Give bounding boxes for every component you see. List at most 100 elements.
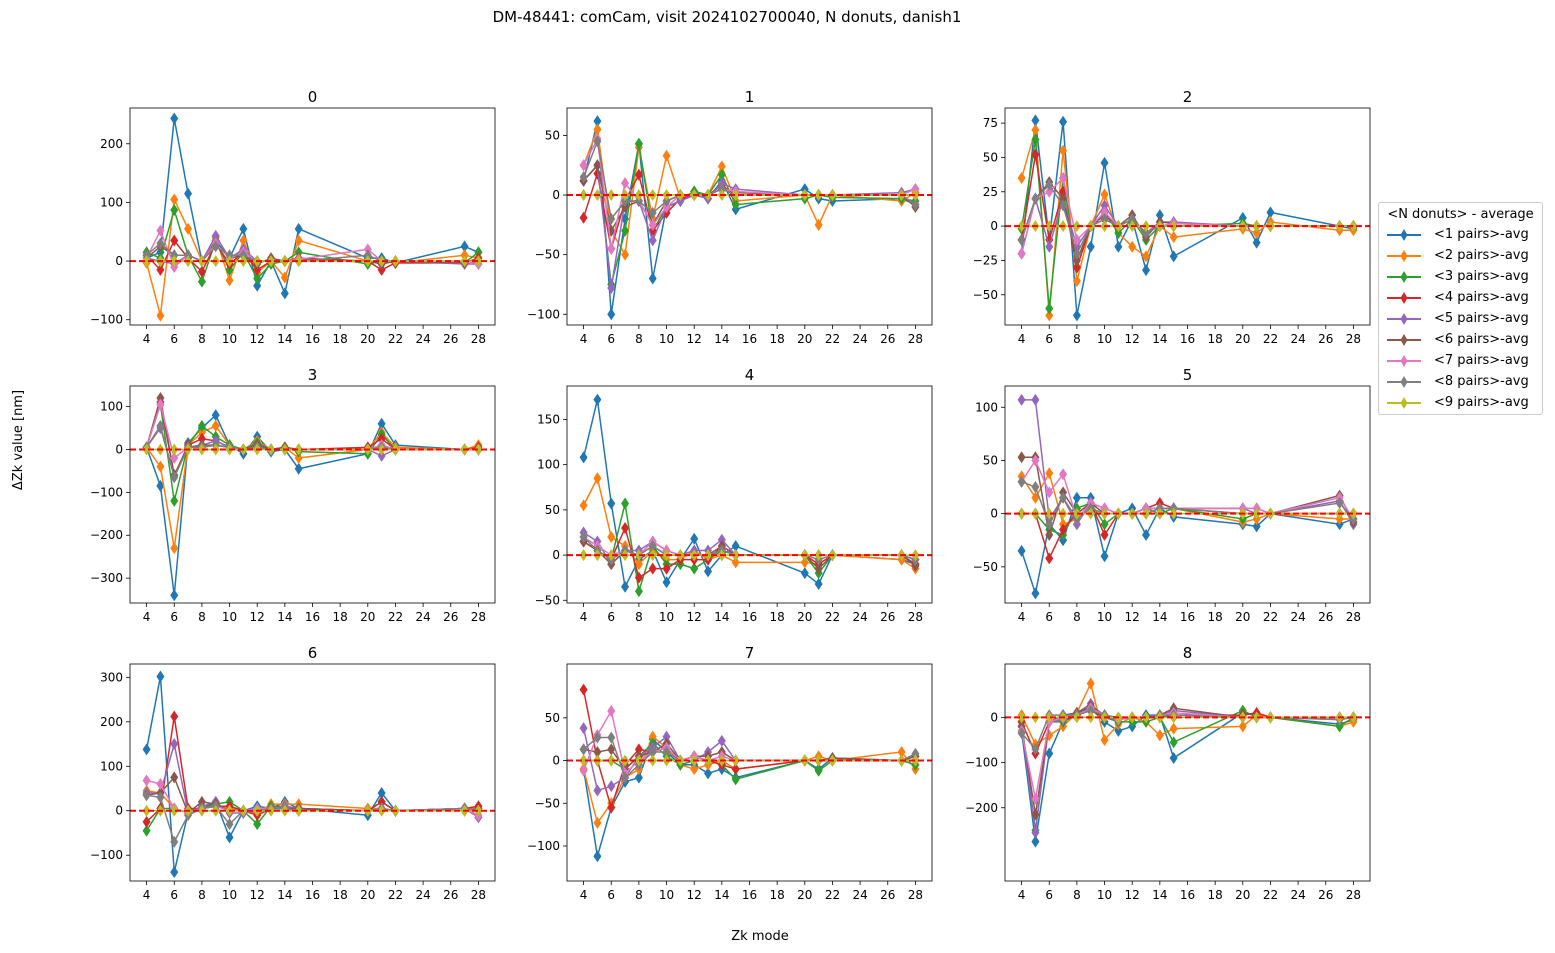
data-point bbox=[593, 745, 602, 758]
data-point bbox=[704, 767, 713, 780]
data-point bbox=[579, 764, 588, 777]
x-tick-label: 22 bbox=[825, 332, 840, 346]
legend-item: <7 pairs>-avg bbox=[1379, 350, 1542, 371]
legend-item: <9 pairs>-avg bbox=[1379, 392, 1542, 413]
data-point bbox=[648, 562, 657, 575]
data-point bbox=[1059, 523, 1068, 536]
data-point bbox=[1059, 115, 1068, 128]
data-point bbox=[1017, 247, 1026, 260]
x-tick-label: 16 bbox=[305, 888, 320, 902]
data-point bbox=[267, 443, 276, 456]
x-tick-label: 10 bbox=[659, 610, 674, 624]
data-point bbox=[197, 432, 206, 445]
data-point bbox=[1086, 240, 1095, 253]
legend-item: <4 pairs>-avg bbox=[1379, 287, 1542, 308]
data-point bbox=[634, 585, 643, 598]
data-point bbox=[648, 540, 657, 553]
data-point bbox=[170, 471, 179, 484]
data-point bbox=[911, 747, 920, 760]
x-tick-label: 4 bbox=[580, 332, 588, 346]
x-tick-label: 12 bbox=[1125, 332, 1140, 346]
x-tick-label: 16 bbox=[305, 610, 320, 624]
data-point bbox=[170, 835, 179, 848]
legend-swatch-icon bbox=[1387, 333, 1421, 346]
x-tick-label: 6 bbox=[1045, 610, 1053, 624]
plot-area bbox=[130, 112, 495, 322]
data-point bbox=[1100, 550, 1109, 563]
legend-label: <9 pairs>-avg bbox=[1434, 395, 1529, 410]
data-point bbox=[593, 784, 602, 797]
legend-item: <1 pairs>-avg bbox=[1379, 224, 1542, 245]
legend-label: <2 pairs>-avg bbox=[1434, 248, 1529, 263]
data-point bbox=[1100, 156, 1109, 169]
x-tick-label: 20 bbox=[1235, 610, 1250, 624]
x-tick-label: 10 bbox=[1097, 888, 1112, 902]
x-tick-label: 14 bbox=[714, 610, 729, 624]
data-point bbox=[267, 804, 276, 817]
x-tick-label: 24 bbox=[1290, 332, 1305, 346]
y-tick-label: 50 bbox=[545, 711, 560, 725]
x-tick-label: 18 bbox=[770, 610, 785, 624]
data-point bbox=[1045, 302, 1054, 315]
data-point bbox=[1100, 528, 1109, 541]
data-point bbox=[170, 494, 179, 507]
data-point bbox=[1169, 250, 1178, 263]
data-point bbox=[731, 549, 740, 562]
data-point bbox=[1072, 309, 1081, 322]
legend-swatch-icon bbox=[1387, 375, 1421, 388]
series-line-3 bbox=[145, 404, 479, 502]
series-line-5 bbox=[583, 163, 916, 289]
data-point bbox=[814, 764, 823, 777]
series-line-3 bbox=[583, 143, 916, 285]
x-tick-label: 8 bbox=[635, 610, 643, 624]
data-point bbox=[607, 549, 616, 562]
subplot-title: 8 bbox=[1183, 644, 1193, 662]
data-point bbox=[1142, 226, 1151, 239]
x-tick-label: 18 bbox=[1208, 610, 1223, 624]
x-tick-label: 16 bbox=[305, 332, 320, 346]
x-tick-label: 26 bbox=[1318, 610, 1333, 624]
data-point bbox=[280, 271, 289, 284]
x-tick-label: 14 bbox=[1152, 610, 1167, 624]
x-tick-label: 6 bbox=[1045, 888, 1053, 902]
data-point bbox=[717, 734, 726, 747]
data-point bbox=[1031, 192, 1040, 205]
series-line-3 bbox=[583, 503, 916, 592]
data-point bbox=[607, 189, 616, 202]
data-point bbox=[814, 218, 823, 231]
data-point bbox=[662, 562, 671, 575]
data-point bbox=[377, 417, 386, 430]
x-tick-label: 8 bbox=[635, 888, 643, 902]
x-tick-label: 18 bbox=[1208, 332, 1223, 346]
x-tick-label: 14 bbox=[277, 888, 292, 902]
x-tick-label: 12 bbox=[687, 888, 702, 902]
data-point bbox=[170, 542, 179, 555]
y-tick-label: −50 bbox=[973, 288, 998, 302]
legend-label: <4 pairs>-avg bbox=[1434, 290, 1529, 305]
data-point bbox=[731, 198, 740, 211]
data-point bbox=[184, 187, 193, 200]
x-tick-label: 10 bbox=[222, 332, 237, 346]
data-point bbox=[648, 730, 657, 743]
data-point bbox=[1031, 792, 1040, 805]
data-point bbox=[579, 549, 588, 562]
data-point bbox=[1045, 486, 1054, 499]
data-point bbox=[579, 754, 588, 767]
data-point bbox=[607, 212, 616, 225]
subplot-7: 7 4 6 8 10 12 14 16 18 20 22 24 26 28 50 0 −50 −100 bbox=[527, 644, 933, 902]
y-tick-label: 100 bbox=[100, 759, 123, 773]
axes-frame bbox=[129, 107, 496, 326]
y-tick-label: 100 bbox=[975, 400, 998, 414]
y-tick-label: 0 bbox=[115, 254, 123, 268]
data-point bbox=[267, 255, 276, 268]
x-tick-label: 20 bbox=[797, 610, 812, 624]
data-point bbox=[814, 562, 823, 575]
data-point bbox=[731, 754, 740, 767]
data-point bbox=[156, 479, 165, 492]
data-point bbox=[593, 135, 602, 148]
data-point bbox=[579, 211, 588, 224]
legend-swatch-icon bbox=[1387, 270, 1421, 283]
data-point bbox=[1072, 233, 1081, 246]
data-point bbox=[1072, 275, 1081, 288]
y-tick-label: −50 bbox=[973, 560, 998, 574]
